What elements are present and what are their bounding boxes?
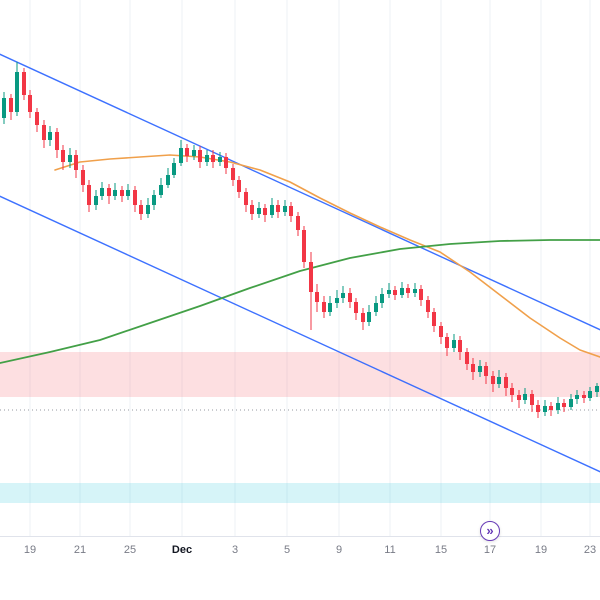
time-axis-label: 17 [483,544,497,556]
time-axis-label: 25 [123,544,137,556]
trendlines-layer [0,53,600,473]
grid-layer [29,0,591,536]
channel-upper [0,53,600,331]
time-axis-label: 19 [23,544,37,556]
time-axis[interactable]: 19 21 25 Dec 3 5 9 11 15 17 19 23 [0,536,600,567]
time-axis-label: 9 [335,544,343,556]
channel-lower [0,195,600,473]
ma-orange [54,154,600,358]
time-axis-label: 21 [73,544,87,556]
time-axis-label: 15 [434,544,448,556]
price-chart-canvas[interactable] [0,0,600,536]
double-chevron-right-icon: » [486,522,494,538]
zones-layer [0,352,600,503]
resistance-zone [0,352,600,397]
ma-green [0,239,600,364]
go-to-realtime-button[interactable]: » [480,521,500,541]
candles-layer [2,62,599,418]
time-axis-label: 5 [283,544,291,556]
moving-averages-layer [0,154,600,364]
time-axis-label: 19 [534,544,548,556]
time-axis-label: 3 [231,544,239,556]
time-axis-label: Dec [171,544,193,556]
support-band [0,483,600,503]
time-axis-label: 11 [384,544,396,556]
time-axis-label: 23 [583,544,597,556]
